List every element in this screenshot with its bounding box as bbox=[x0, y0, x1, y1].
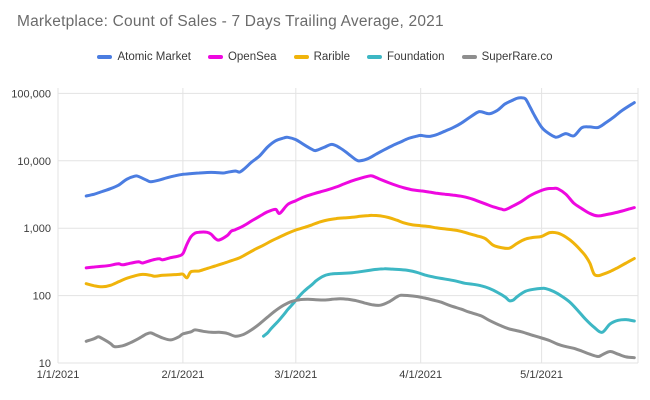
y-axis-tick-label: 10 bbox=[39, 358, 51, 370]
y-axis-tick-label: 100,000 bbox=[11, 88, 51, 100]
legend-item-foundation: Foundation bbox=[367, 51, 445, 63]
chart-title: Marketplace: Count of Sales - 7 Days Tra… bbox=[17, 13, 444, 30]
series-line-superrare-co bbox=[84, 293, 636, 360]
y-axis-tick-label: 10,000 bbox=[17, 156, 51, 168]
legend-label-opensea: OpenSea bbox=[227, 51, 277, 63]
x-axis-tick-label: 4/1/2021 bbox=[399, 369, 442, 381]
series-line-atomic-market bbox=[84, 96, 636, 198]
series-line-opensea bbox=[84, 174, 636, 270]
legend-swatch-atomic-market bbox=[97, 55, 113, 59]
legend-swatch-superrare-co bbox=[461, 55, 477, 59]
legend-item-opensea: OpenSea bbox=[207, 51, 277, 63]
legend-label-superrare-co: SuperRare.co bbox=[481, 51, 553, 63]
legend-item-superrare-co: SuperRare.co bbox=[461, 51, 553, 63]
legend-label-foundation: Foundation bbox=[387, 51, 445, 63]
series-line-foundation bbox=[262, 267, 636, 338]
y-axis-tick-label: 1,000 bbox=[23, 223, 51, 235]
legend-item-atomic-market: Atomic Market bbox=[97, 51, 191, 63]
legend-swatch-foundation bbox=[367, 55, 383, 59]
series-line-rarible bbox=[84, 213, 636, 289]
legend-item-rarible: Rarible bbox=[293, 51, 351, 63]
x-axis-tick-label: 3/1/2021 bbox=[274, 369, 317, 381]
x-axis-tick-label: 2/1/2021 bbox=[161, 369, 204, 381]
legend-swatch-opensea bbox=[207, 55, 223, 59]
x-axis-tick-label: 1/1/2021 bbox=[37, 369, 80, 381]
legend-swatch-rarible bbox=[293, 55, 309, 59]
x-axis-tick-label: 5/1/2021 bbox=[520, 369, 563, 381]
legend-label-rarible: Rarible bbox=[313, 51, 351, 63]
chart-legend: Atomic Market OpenSea Rarible Foundation Sup… bbox=[0, 51, 650, 63]
y-axis-tick-label: 100 bbox=[33, 291, 51, 303]
legend-label-atomic-market: Atomic Market bbox=[117, 51, 191, 63]
